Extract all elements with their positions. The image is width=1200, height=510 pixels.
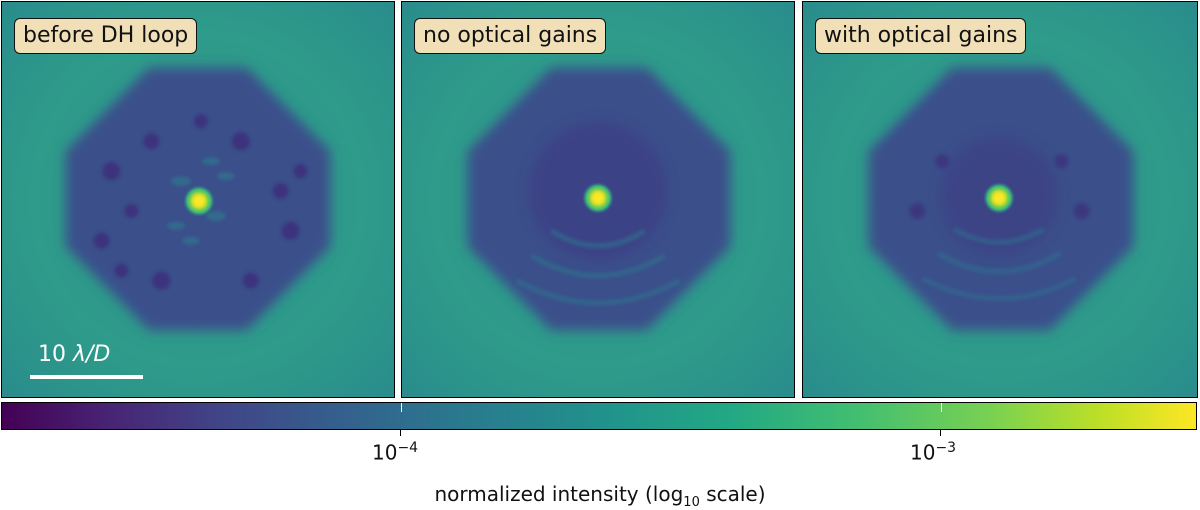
psf-image: [402, 2, 794, 397]
scale-bar: [30, 375, 143, 379]
panel-title: with optical gains: [815, 18, 1027, 54]
image-panel-no-optical-gains: no optical gains: [401, 1, 795, 398]
colorbar-tick-minor: [401, 403, 402, 412]
scale-bar-label: 10 λ/D: [38, 342, 111, 367]
colorbar: [1, 402, 1197, 430]
colorbar-tick-mark: [940, 430, 941, 436]
colorbar-tick-major: [941, 403, 942, 412]
psf-image: [2, 2, 394, 397]
image-panel-with-optical-gains: with optical gains: [802, 1, 1198, 398]
colorbar-tick-mark: [400, 430, 401, 436]
panel-title: before DH loop: [14, 18, 198, 54]
colorbar-tick-label-1e-3: 10−3: [910, 440, 957, 465]
psf-image: [803, 2, 1197, 397]
colorbar-tick-label-1e-4: 10−4: [372, 440, 419, 465]
colorbar-label: normalized intensity (log10 scale): [434, 482, 766, 510]
panel-title: no optical gains: [414, 18, 607, 54]
image-panel-before-dh-loop: before DH loop 10 λ/D: [1, 1, 395, 398]
